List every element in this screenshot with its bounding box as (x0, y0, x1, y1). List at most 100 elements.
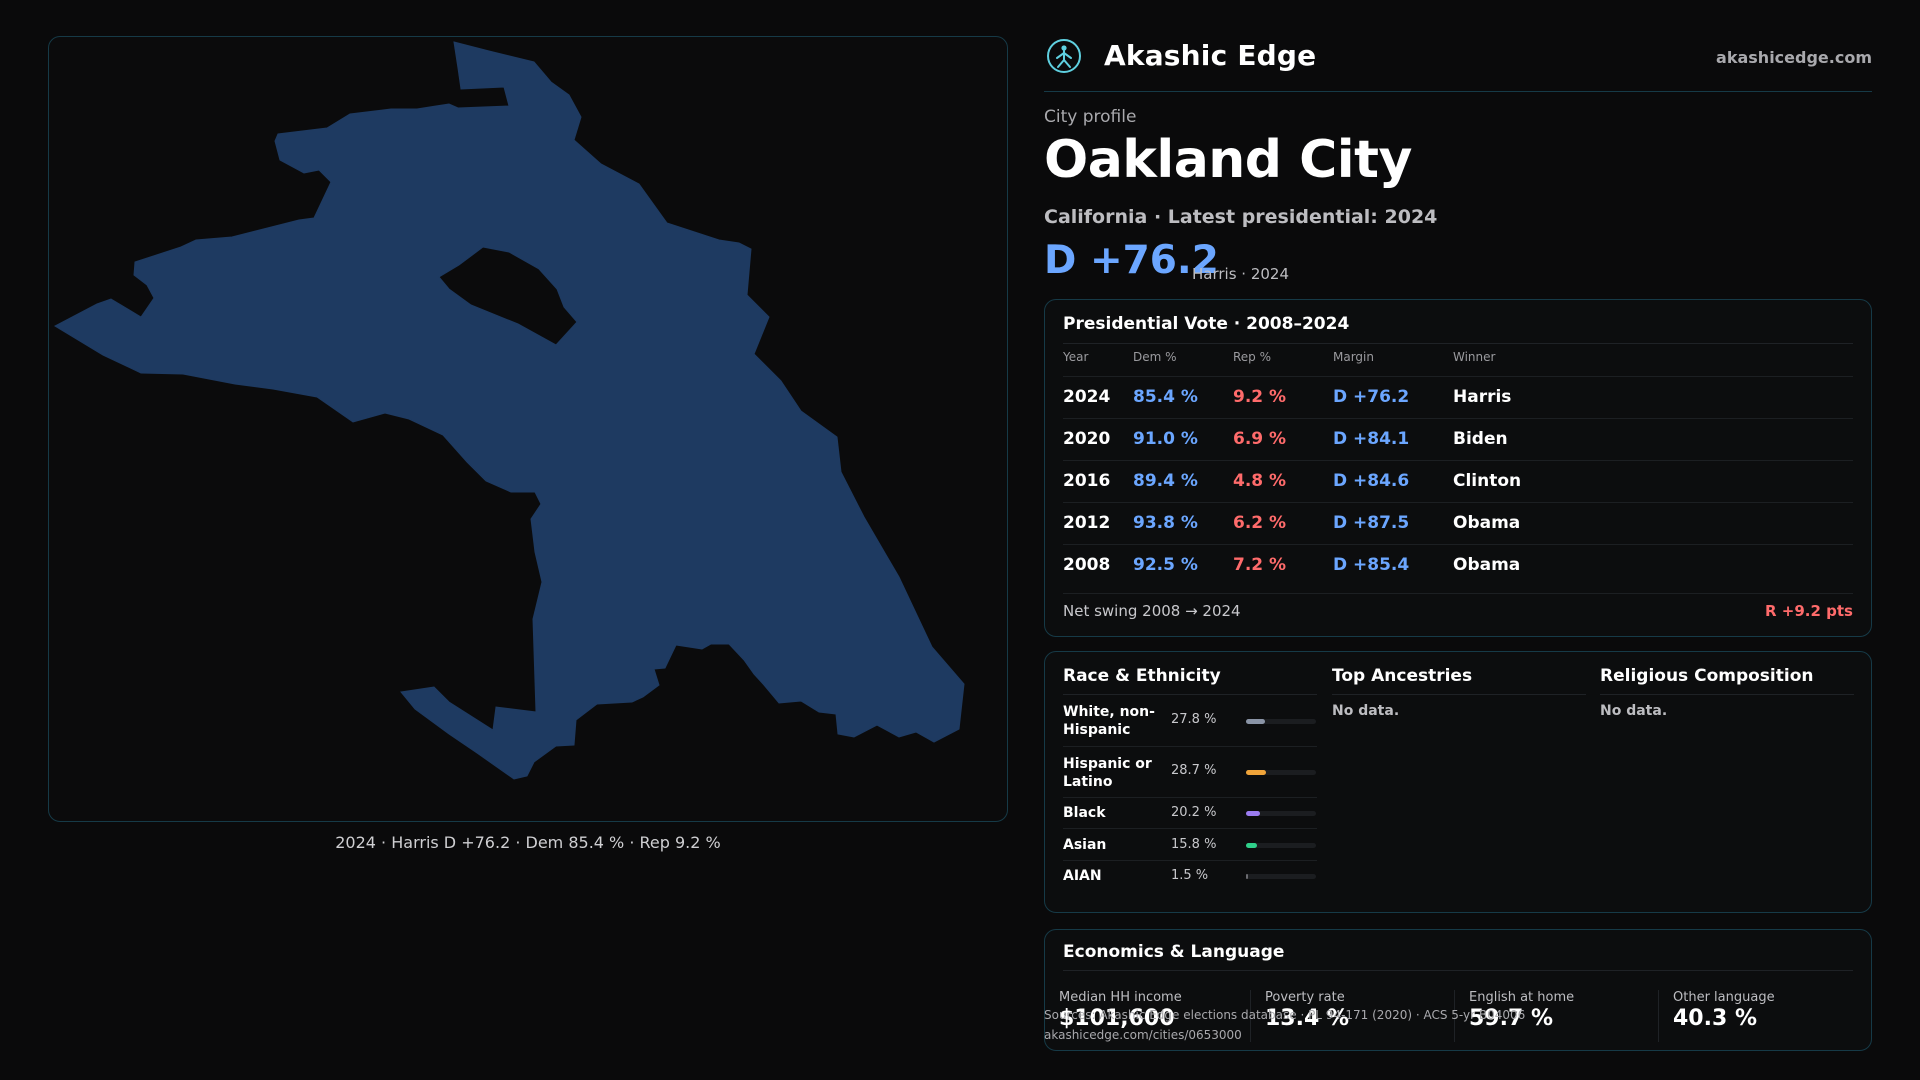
profile-kicker: City profile (1044, 107, 1137, 127)
cell-margin: D +76.2 (1333, 387, 1410, 407)
race-bar-fill (1246, 843, 1257, 848)
race-label: Asian (1063, 837, 1107, 853)
race-label: Black (1063, 805, 1106, 821)
table-row: 2008 92.5 % 7.2 % D +85.4 Obama (1063, 544, 1853, 586)
race-label: Hispanic or Latino (1063, 756, 1152, 790)
race-bar (1246, 874, 1316, 879)
presidential-vote-card: Presidential Vote · 2008–2024 Year Dem %… (1044, 299, 1872, 637)
list-item: Asian 15.8 % (1063, 829, 1317, 861)
cell-year: 2016 (1063, 471, 1111, 491)
race-pct: 27.8 % (1171, 712, 1217, 727)
source-line: Sources: Akashic Edge elections database… (1044, 1008, 1526, 1022)
city-map-panel (48, 36, 1008, 822)
header-winner: Winner (1453, 350, 1496, 364)
stat-label: Median HH income (1059, 990, 1182, 1005)
stat-value: 59.7 % (1469, 1006, 1553, 1031)
list-item: AIAN 1.5 % (1063, 861, 1317, 891)
cell-year: 2008 (1063, 555, 1111, 575)
cell-rep: 4.8 % (1233, 471, 1287, 491)
stat-label: Poverty rate (1265, 990, 1345, 1005)
profile-subline: California · Latest presidential: 2024 (1044, 206, 1438, 228)
cell-rep: 6.9 % (1233, 429, 1287, 449)
economics-card: Economics & Language Median HH income $1… (1044, 929, 1872, 1051)
cell-winner: Harris (1453, 387, 1512, 407)
other-language-stat: Other language 40.3 % (1658, 990, 1862, 1042)
header-dem: Dem % (1133, 350, 1177, 364)
divider (1063, 694, 1317, 695)
headline-note: Harris · 2024 (1192, 265, 1290, 283)
cell-rep: 6.2 % (1233, 513, 1287, 533)
religion-empty: No data. (1600, 703, 1668, 719)
cell-winner: Clinton (1453, 471, 1522, 491)
race-pct: 20.2 % (1171, 805, 1217, 820)
stat-label: Other language (1673, 990, 1775, 1005)
header-rep: Rep % (1233, 350, 1272, 364)
city-boundary-shape[interactable] (53, 41, 965, 780)
race-bar-fill (1246, 719, 1265, 724)
cell-dem: 89.4 % (1133, 471, 1198, 491)
cell-margin: D +84.1 (1333, 429, 1410, 449)
race-pct: 28.7 % (1171, 763, 1217, 778)
stat-value: 13.4 % (1265, 1006, 1349, 1031)
divider (1063, 343, 1853, 344)
cell-rep: 9.2 % (1233, 387, 1287, 407)
cell-dem: 85.4 % (1133, 387, 1198, 407)
net-swing-label: Net swing 2008 → 2024 (1063, 602, 1241, 620)
profile-column: Akashic Edge akashicedge.com City profil… (1044, 0, 1872, 1080)
cell-rep: 7.2 % (1233, 555, 1287, 575)
headline-margin: D +76.2 (1044, 238, 1219, 283)
race-bar (1246, 843, 1316, 848)
city-boundary-map (53, 41, 965, 780)
median-income-stat: Median HH income $101,600 (1045, 990, 1249, 1042)
atom-icon (1047, 39, 1081, 73)
stat-value: $101,600 (1059, 1006, 1175, 1031)
ancestries-title: Top Ancestries (1332, 666, 1473, 686)
table-row: 2012 93.8 % 6.2 % D +87.5 Obama (1063, 502, 1853, 544)
race-bar (1246, 811, 1316, 816)
cell-dem: 91.0 % (1133, 429, 1198, 449)
cell-margin: D +84.6 (1333, 471, 1410, 491)
brand-url-link[interactable]: akashicedge.com (1716, 48, 1872, 67)
cell-winner: Obama (1453, 555, 1521, 575)
vote-table-header: Year Dem % Rep % Margin Winner (1063, 350, 1853, 376)
race-bar (1246, 770, 1316, 775)
poverty-rate-stat: Poverty rate 13.4 % (1250, 990, 1454, 1042)
source-link[interactable]: akashicedge.com/cities/0653000 (1044, 1028, 1242, 1042)
race-bar-fill (1246, 811, 1260, 816)
cell-dem: 92.5 % (1133, 555, 1198, 575)
race-bar-fill (1246, 874, 1248, 879)
race-label: White, non-Hispanic (1063, 704, 1155, 738)
net-swing-value: R +9.2 pts (1765, 602, 1853, 620)
race-pct: 15.8 % (1171, 837, 1217, 852)
net-swing-row: Net swing 2008 → 2024 R +9.2 pts (1063, 593, 1853, 627)
english-at-home-stat: English at home 59.7 % (1454, 990, 1658, 1042)
header-year: Year (1063, 350, 1089, 364)
vote-table-body: 2024 85.4 % 9.2 % D +76.2 Harris 2020 91… (1063, 376, 1853, 586)
cell-winner: Obama (1453, 513, 1521, 533)
source-footer: Sources: Akashic Edge elections database… (1044, 1005, 1525, 1045)
divider (1332, 694, 1586, 695)
religion-section: Religious Composition No data. (1600, 666, 1854, 719)
race-label: AIAN (1063, 868, 1102, 884)
cell-margin: D +87.5 (1333, 513, 1410, 533)
stat-label: English at home (1469, 990, 1575, 1005)
vote-card-title: Presidential Vote · 2008–2024 (1063, 314, 1350, 334)
religion-title: Religious Composition (1600, 666, 1814, 686)
brand-name: Akashic Edge (1104, 39, 1317, 72)
cell-dem: 93.8 % (1133, 513, 1198, 533)
page-title: Oakland City (1044, 130, 1412, 190)
race-bar-fill (1246, 770, 1266, 775)
table-row: 2016 89.4 % 4.8 % D +84.6 Clinton (1063, 460, 1853, 502)
ancestries-empty: No data. (1332, 703, 1400, 719)
cell-margin: D +85.4 (1333, 555, 1410, 575)
map-caption: 2024 · Harris D +76.2 · Dem 85.4 % · Rep… (335, 833, 721, 852)
list-item: White, non-Hispanic 27.8 % (1063, 695, 1317, 747)
race-list: White, non-Hispanic 27.8 % Hispanic or L… (1063, 695, 1317, 891)
race-ethnicity-section: Race & Ethnicity White, non-Hispanic 27.… (1063, 666, 1317, 891)
table-row: 2020 91.0 % 6.9 % D +84.1 Biden (1063, 418, 1853, 460)
header-margin: Margin (1333, 350, 1374, 364)
divider (1600, 694, 1854, 695)
divider (1063, 970, 1853, 971)
economics-title: Economics & Language (1063, 942, 1285, 962)
